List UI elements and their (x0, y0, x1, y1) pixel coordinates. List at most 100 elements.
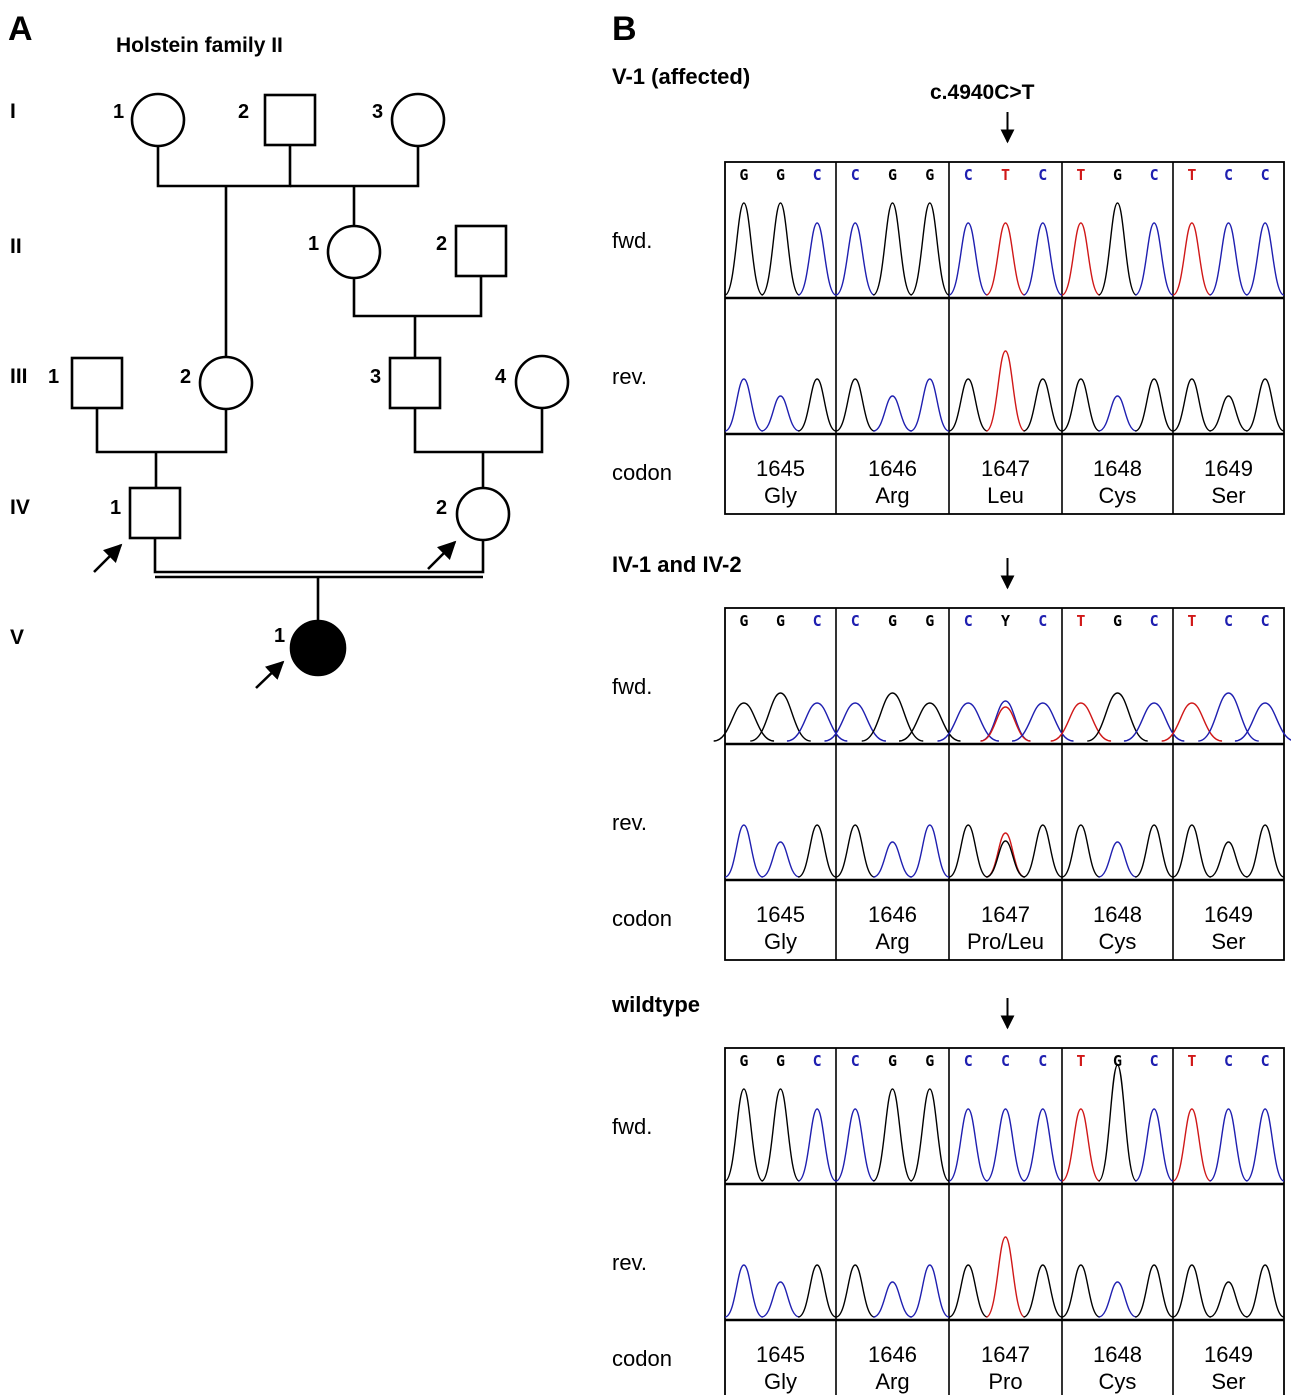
fwd-trace-peak (1023, 222, 1063, 296)
fwd-trace-peak-t (980, 706, 1031, 742)
base-call: C (964, 1052, 973, 1070)
individual-IV-1-symbol (128, 486, 182, 540)
base-call: G (739, 166, 748, 184)
base-call: C (1261, 166, 1270, 184)
rev-trace-peak (1098, 1281, 1137, 1318)
rev-trace-peak (797, 824, 837, 878)
rev-trace-peak (910, 824, 950, 878)
rev-trace-peak (948, 1264, 988, 1318)
amino-acid: Pro/Leu (967, 929, 1044, 954)
fwd-trace-peak (1234, 702, 1291, 742)
base-call: T (1187, 612, 1196, 630)
rev-trace-peak (873, 395, 912, 432)
rev-trace-peak (910, 1264, 950, 1318)
rev-trace-peak (797, 378, 837, 432)
rev-trace-peak (1245, 378, 1285, 432)
rev-trace-peak (1209, 1281, 1248, 1318)
individual-V-1-symbol-affected (289, 619, 347, 677)
codon-number: 1647 (981, 902, 1030, 927)
base-call: G (888, 612, 897, 630)
fwd-trace-peak (861, 692, 924, 742)
codon-number: 1647 (981, 456, 1030, 481)
individual-III-1-number: 1 (48, 366, 59, 388)
sample-title: V-1 (affected) (612, 64, 750, 89)
base-call: G (1113, 166, 1122, 184)
fwd-trace-peak (948, 222, 988, 296)
rev-trace-peak (1098, 395, 1137, 432)
base-call: C (964, 166, 973, 184)
sequencing-panel: B c.4940C>T V-1 (affected) fwd. rev. codon G… (611, 10, 1291, 1395)
codon-number: 1645 (756, 456, 805, 481)
individual-I-2-number: 2 (238, 101, 249, 123)
rev-trace-peak (873, 1281, 912, 1318)
base-call: G (1113, 1052, 1122, 1070)
rev-trace-peak (1172, 1264, 1212, 1318)
individual-IV-2-number: 2 (436, 497, 447, 519)
row-label-fwd: fwd. (612, 228, 652, 253)
mating-line-III1-III2 (95, 408, 228, 454)
base-call: C (1150, 1052, 1159, 1070)
individual-I-3-number: 3 (372, 101, 383, 123)
base-call: C (813, 612, 822, 630)
base-call: G (776, 1052, 785, 1070)
individual-I-1-symbol (130, 92, 186, 148)
fwd-trace-peak (1198, 692, 1259, 742)
sample-title: IV-1 and IV-2 (612, 552, 742, 577)
base-call: G (925, 612, 934, 630)
base-call: G (739, 612, 748, 630)
amino-acid: Arg (875, 929, 909, 954)
codon-number: 1645 (756, 902, 805, 927)
chromatogram-frame (724, 161, 1285, 515)
amino-acid: Arg (875, 483, 909, 508)
rev-trace-peak (835, 824, 875, 878)
amino-acid: Gly (764, 1369, 797, 1394)
codon-number: 1648 (1093, 456, 1142, 481)
individual-II-2-number: 2 (436, 233, 447, 255)
rev-trace-peak (948, 378, 988, 432)
rev-trace-peak (948, 824, 988, 878)
generation-label-I: I (10, 100, 16, 123)
rev-trace-peak (761, 841, 800, 878)
base-call: G (739, 1052, 748, 1070)
fwd-trace-peak (1209, 222, 1248, 296)
base-call: C (1150, 166, 1159, 184)
fwd-trace-peak (835, 222, 875, 296)
chromatogram-block-2: IV-1 and IV-2 fwd. rev. codon G G C C G G C Y C T G C T C… (612, 552, 1291, 961)
fwd-trace-peak (824, 702, 887, 742)
fwd-trace-peak (1134, 222, 1174, 296)
individual-IV-2-symbol (455, 486, 511, 542)
rev-trace-peak (761, 1281, 800, 1318)
fwd-trace-peak (948, 1108, 988, 1182)
fwd-trace-peak (909, 1088, 950, 1182)
mating-line-II1-II2 (352, 276, 483, 318)
individual-I-1-number: 1 (113, 101, 124, 123)
individual-II-1-symbol (326, 224, 382, 280)
row-label-rev: rev. (612, 810, 647, 835)
sample-title: wildtype (611, 992, 700, 1017)
fwd-trace-peak (835, 1108, 875, 1182)
individual-IV-1-number: 1 (110, 497, 121, 519)
chromatogram-block-1: V-1 (affected) fwd. rev. codon G G C C G G C T C T G C T… (612, 64, 1285, 515)
panel-b-letter: B (612, 10, 637, 48)
row-label-fwd: fwd. (612, 1114, 652, 1139)
generation-label-V: V (10, 626, 24, 649)
codon-number: 1646 (868, 1342, 917, 1367)
base-call: C (813, 1052, 822, 1070)
base-call: G (925, 166, 934, 184)
fwd-trace-peak (786, 702, 848, 742)
fwd-trace-peak (985, 1108, 1026, 1182)
amino-acid: Ser (1211, 929, 1245, 954)
pedigree-title: Holstein family II (116, 34, 283, 57)
proband-arrow-V-1 (255, 660, 285, 689)
fwd-trace-peak (1172, 222, 1212, 296)
proband-arrow-IV-1 (93, 543, 123, 573)
codon-number: 1647 (981, 1342, 1030, 1367)
fwd-trace-peak (1097, 1064, 1138, 1182)
base-call: C (1038, 612, 1047, 630)
base-call: G (888, 166, 897, 184)
rev-trace-peak (835, 378, 875, 432)
fwd-trace-peak (872, 202, 913, 296)
rev-trace-peak (1134, 824, 1174, 878)
row-label-codon: codon (612, 906, 672, 931)
rev-trace-peak (1245, 824, 1285, 878)
